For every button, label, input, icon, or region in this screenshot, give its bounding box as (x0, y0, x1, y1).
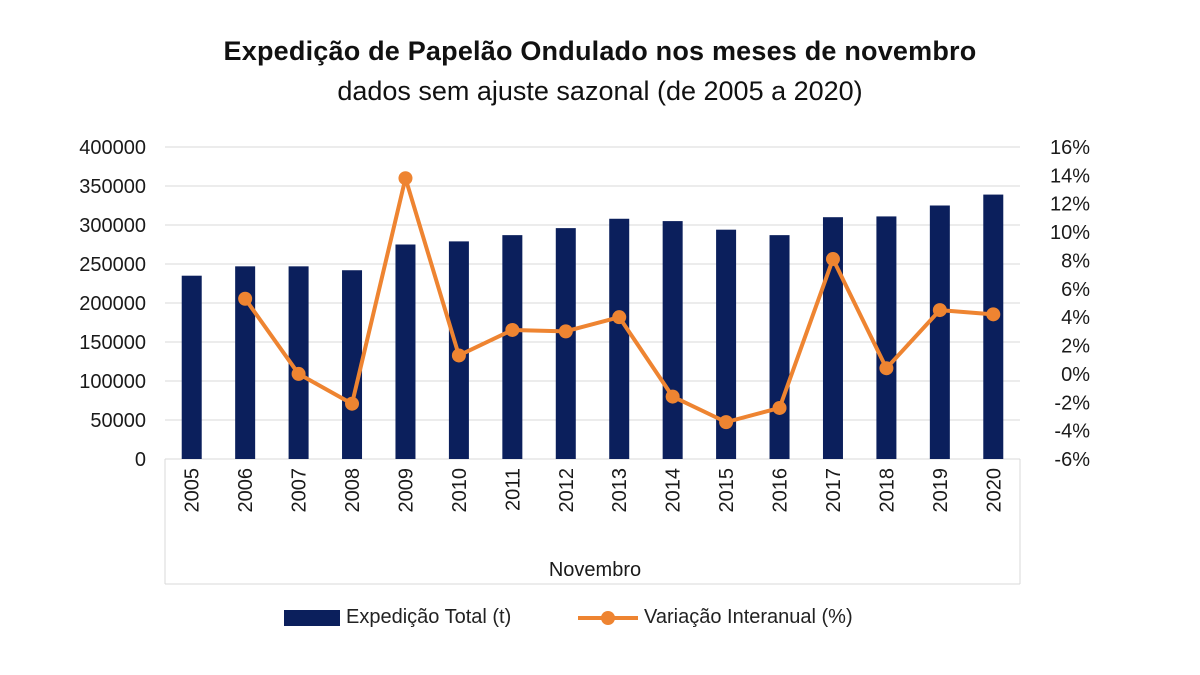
right-tick-label: 6% (1061, 279, 1090, 301)
legend-label-line: Variação Interanual (%) (644, 606, 853, 628)
left-tick-label: 300000 (79, 215, 146, 237)
legend-label-bars: Expedição Total (t) (346, 606, 512, 628)
x-tick-label: 2015 (716, 468, 738, 513)
left-tick-label: 150000 (79, 332, 146, 354)
line-point-2013 (612, 310, 627, 325)
left-tick-label: 100000 (79, 371, 146, 393)
bar-2009 (395, 244, 416, 459)
line-point-2019 (932, 303, 947, 318)
right-tick-label: 10% (1050, 222, 1090, 244)
bar-2020 (983, 194, 1004, 459)
bar-series (181, 194, 1004, 459)
x-tick-label: 2010 (449, 468, 471, 513)
bar-2018 (876, 216, 897, 459)
legend-line-swatch (578, 610, 638, 626)
bar-2006 (235, 266, 256, 459)
line-point-2017 (825, 252, 840, 267)
line-point-2014 (665, 389, 680, 404)
x-tick-label: 2007 (289, 468, 311, 513)
x-axis-frame (164, 459, 1021, 585)
right-tick-label: -4% (1054, 421, 1090, 443)
x-tick-label: 2019 (930, 468, 952, 513)
x-tick-label: 2017 (823, 468, 845, 513)
line-point-2011 (505, 322, 520, 337)
x-tick-label: 2014 (663, 468, 685, 513)
left-tick-label: 350000 (79, 176, 146, 198)
line-point-2016 (772, 400, 787, 415)
legend-item-bars: Expedição Total (t) (284, 606, 511, 629)
x-tick-label: 2008 (342, 468, 364, 513)
left-tick-label: 200000 (79, 293, 146, 315)
left-axis-ticks: 0 50000 100000 150000 200000 250000 300000 3500… (79, 137, 146, 471)
line-point-2020 (986, 307, 1001, 322)
line-point-2012 (558, 324, 573, 339)
line-point-2015 (719, 415, 734, 430)
bar-2015 (716, 229, 737, 459)
x-tick-label: 2006 (235, 468, 257, 513)
chart-title: Expedição de Papelão Ondulado nos meses … (223, 36, 977, 66)
line-point-2007 (291, 366, 306, 381)
legend-item-line: Variação Interanual (%) (578, 606, 853, 629)
bar-2012 (555, 228, 576, 459)
bar-2019 (929, 205, 950, 459)
bar-2016 (769, 235, 790, 459)
right-tick-label: 14% (1050, 165, 1090, 187)
x-axis-ticks: 2005 2006 2007 2008 2009 2010 2011 2012 2013 2014… (182, 468, 1006, 513)
right-tick-label: 4% (1061, 307, 1090, 329)
x-tick-label: 2009 (395, 468, 417, 513)
bar-2011 (502, 235, 523, 459)
chart-subtitle: dados sem ajuste sazonal (de 2005 a 2020… (337, 76, 863, 106)
legend-bar-swatch (284, 609, 340, 626)
x-tick-label: 2013 (609, 468, 631, 513)
right-tick-label: 2% (1061, 336, 1090, 358)
line-point-2006 (238, 291, 253, 306)
left-tick-label: 0 (135, 449, 146, 471)
line-point-2010 (451, 348, 466, 363)
x-tick-label: 2018 (876, 468, 898, 513)
line-point-2018 (879, 361, 894, 376)
x-tick-label: 2016 (770, 468, 792, 513)
left-tick-label: 250000 (79, 254, 146, 276)
bar-2005 (181, 275, 202, 459)
right-tick-label: 0% (1061, 364, 1090, 386)
bar-2007 (288, 266, 309, 459)
right-tick-label: 12% (1050, 194, 1090, 216)
x-tick-label: 2012 (556, 468, 578, 513)
x-tick-label: 2011 (502, 468, 524, 511)
right-axis-ticks: -6% -4% -2% 0% 2% 4% 6% 8% 10% 12% 14% 16% (1050, 137, 1090, 471)
left-tick-label: 400000 (79, 137, 146, 159)
left-tick-label: 50000 (90, 410, 146, 432)
bar-2013 (609, 218, 630, 459)
right-tick-label: -2% (1054, 392, 1090, 414)
x-tick-label: 2020 (983, 468, 1005, 513)
right-tick-label: 16% (1050, 137, 1090, 159)
legend: Expedição Total (t) Variação Interanual … (0, 606, 1200, 640)
line-series (238, 171, 1001, 430)
right-tick-label: -6% (1054, 449, 1090, 471)
x-axis-label: Novembro (549, 559, 641, 581)
line-point-2008 (345, 396, 360, 411)
bar-2014 (662, 221, 683, 459)
line-point-2009 (398, 171, 413, 186)
bar-2008 (342, 270, 363, 459)
right-tick-label: 8% (1061, 250, 1090, 272)
x-tick-label: 2005 (182, 468, 204, 513)
